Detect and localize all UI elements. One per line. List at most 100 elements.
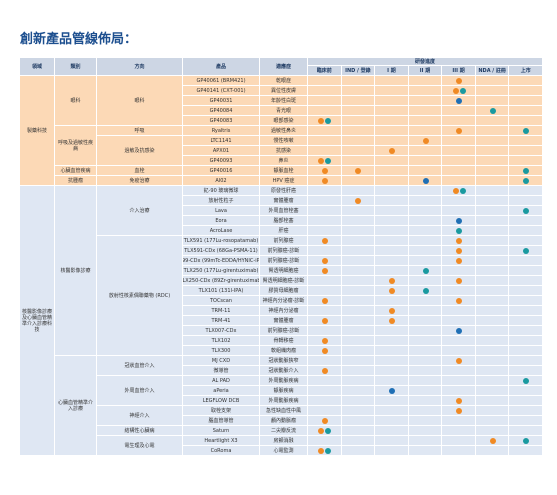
stage-cell: [375, 86, 409, 96]
indication-cell: HPV 癌症: [260, 176, 308, 186]
stage-cell: [308, 96, 342, 106]
progress-dot: [388, 308, 395, 314]
stage-cell: [341, 296, 376, 306]
stage-cell: [509, 356, 543, 366]
stage-cell: [442, 186, 476, 196]
indication-cell: 外周血管栓塞: [260, 206, 308, 216]
stage-cell: [408, 106, 443, 116]
stage-cell: [308, 396, 342, 406]
stage-cell: [509, 216, 543, 226]
stage-cell: [408, 326, 443, 336]
stage-cell: [375, 76, 409, 86]
indication-cell: 骨轉移癌: [260, 336, 308, 346]
stage-cell: [509, 386, 543, 396]
product-cell: TLX250-CDx (89Zr-girentuximab): [183, 276, 260, 286]
stage-cell: [442, 316, 476, 326]
indication-cell: 前列腺癌: [260, 236, 308, 246]
product-cell: LTC1141: [183, 136, 260, 146]
product-cell: GP40016: [183, 166, 260, 176]
progress-dot: [422, 288, 429, 294]
stage-cell: [375, 246, 409, 256]
progress-dot: [321, 298, 328, 304]
stage-cell: [308, 206, 342, 216]
stage-cell: [308, 286, 342, 296]
stage-cell: [509, 196, 543, 206]
stage-cell: [475, 186, 510, 196]
stage-cell: [341, 416, 376, 426]
stage-cell: [408, 416, 443, 426]
indication-cell: 急性缺血性中風: [260, 406, 308, 416]
stage-cell: [308, 216, 342, 226]
stage-cell: [509, 86, 543, 96]
stage-cell: [475, 416, 510, 426]
stage-cell: [375, 346, 409, 356]
stage-group-header: 研發進度: [308, 58, 543, 66]
product-cell: Saturn: [183, 426, 260, 436]
direction-cell: 冠狀血管介入: [97, 356, 183, 376]
indication-cell: 心電監測: [260, 446, 308, 456]
product-cell: GP40031: [183, 96, 260, 106]
indication-cell: 眼部感染: [260, 116, 308, 126]
stage-cell: [341, 176, 376, 186]
stage-cell: [408, 436, 443, 446]
stage-cell: [475, 206, 510, 216]
stage-cell: [375, 226, 409, 236]
product-cell: Eora: [183, 216, 260, 226]
indication-cell: 異位性皮膚: [260, 86, 308, 96]
stage-cell: [509, 396, 543, 406]
indication-cell: 乾眼症: [260, 76, 308, 86]
progress-dot: [422, 268, 429, 274]
progress-dot: [321, 368, 328, 374]
progress-dot: [523, 378, 530, 384]
indication-cell: 鼻炎: [260, 156, 308, 166]
stage-header: 上市: [509, 66, 543, 76]
stage-header: NDA / 註冊: [475, 66, 510, 76]
stage-cell: [341, 126, 376, 136]
stage-cell: [375, 376, 409, 386]
stage-cell: [341, 326, 376, 336]
product-cell: MJ CXD: [183, 356, 260, 366]
stage-cell: [475, 246, 510, 256]
stage-header: II 期: [408, 66, 443, 76]
progress-dot: [388, 318, 395, 324]
direction-cell: 放射性核素偶聯藥物 (RDC): [97, 236, 183, 356]
category-cell: 抗腫瘤: [55, 176, 97, 186]
stage-cell: [408, 386, 443, 396]
category-cell: 心臟血管疾病: [55, 166, 97, 176]
stage-cell: [341, 76, 376, 86]
stage-cell: [509, 106, 543, 116]
product-cell: AI02: [183, 176, 260, 186]
stage-cell: [475, 156, 510, 166]
stage-cell: [308, 126, 342, 136]
stage-cell: [442, 446, 476, 456]
stage-cell: [475, 146, 510, 156]
stage-cell: [375, 416, 409, 426]
stage-cell: [341, 366, 376, 376]
progress-dot: [456, 298, 463, 304]
stage-cell: [475, 386, 510, 396]
stage-cell: [442, 426, 476, 436]
stage-cell: [375, 426, 409, 436]
stage-cell: [442, 366, 476, 376]
category-cell: 眼科: [55, 76, 97, 126]
stage-cell: [341, 86, 376, 96]
stage-cell: [442, 116, 476, 126]
stage-cell: [408, 426, 443, 436]
stage-cell: [475, 166, 510, 176]
stage-cell: [442, 386, 476, 396]
stage-cell: [509, 156, 543, 166]
progress-dot: [456, 78, 463, 84]
page-title: 創新產品管線佈局：: [20, 32, 138, 47]
progress-dot: [325, 448, 332, 454]
stage-cell: [341, 356, 376, 366]
product-cell: GP40141 (CXT-001): [183, 86, 260, 96]
stage-cell: [442, 416, 476, 426]
product-cell: TOCscan: [183, 296, 260, 306]
stage-cell: [442, 136, 476, 146]
stage-cell: [442, 286, 476, 296]
stage-cell: [375, 406, 409, 416]
stage-cell: [341, 186, 376, 196]
stage-cell: [341, 116, 376, 126]
indication-cell: 冠狀動脈介入: [260, 366, 308, 376]
product-cell: TLX300: [183, 346, 260, 356]
